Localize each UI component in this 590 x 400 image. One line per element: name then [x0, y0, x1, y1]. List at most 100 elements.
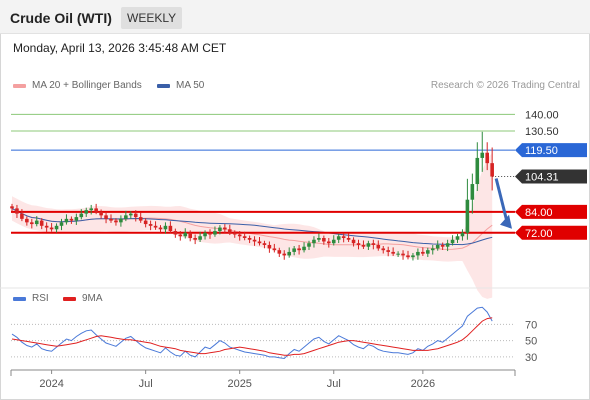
candle-body	[34, 220, 39, 225]
candle	[277, 247, 282, 257]
candle	[302, 242, 306, 253]
legend-rsi-ma-label: 9MA	[82, 293, 103, 304]
candle	[460, 229, 465, 241]
candle	[39, 218, 44, 230]
candle-body	[218, 227, 222, 232]
candle-body	[119, 218, 123, 223]
candle-body	[104, 215, 108, 219]
ma50-swatch	[157, 83, 170, 88]
key-levels: 140.00 130.50 119.50 104.31 84.00 72.00	[11, 109, 587, 240]
candle-body	[198, 236, 202, 240]
rsi-series-RSI	[11, 306, 493, 360]
candle-body	[455, 236, 460, 240]
candle	[218, 225, 222, 235]
candle-body	[10, 206, 14, 209]
candle	[30, 218, 34, 229]
candle-body	[406, 255, 410, 258]
candle-body	[84, 210, 89, 214]
instrument-title: Crude Oil (WTI)	[10, 10, 112, 26]
candle	[331, 235, 336, 246]
candle-body	[94, 208, 98, 212]
candle-body	[20, 213, 24, 219]
period-badge[interactable]: WEEKLY	[121, 7, 183, 29]
candle-body	[465, 199, 470, 233]
candle	[426, 247, 430, 257]
candle	[143, 218, 148, 228]
candle-body	[178, 234, 183, 237]
candle-body	[143, 220, 148, 225]
candle	[430, 244, 435, 255]
candle-body	[341, 236, 346, 238]
candle-body	[480, 152, 485, 158]
rsi-series-9MA	[11, 317, 493, 356]
candle	[183, 228, 188, 239]
candle-body	[336, 236, 341, 240]
candle	[198, 231, 202, 243]
candle-body	[366, 243, 371, 247]
candle	[317, 233, 321, 243]
legend-rsi: RSI	[13, 293, 49, 304]
candle-body	[277, 250, 282, 254]
candle-body	[193, 238, 197, 240]
x-tick-label: 2026	[411, 378, 435, 390]
candle	[138, 212, 143, 223]
candle	[396, 251, 400, 257]
candle	[163, 222, 168, 234]
level-label-130.50: 130.50	[525, 126, 559, 138]
candle-body	[401, 253, 405, 256]
candle-body	[173, 231, 178, 235]
candle	[20, 209, 24, 222]
candle	[435, 240, 440, 251]
candle	[327, 238, 331, 248]
projection-arrow	[494, 178, 512, 229]
candle-body	[109, 218, 113, 221]
candle-body	[416, 251, 420, 256]
candle	[208, 229, 212, 239]
candle-body	[39, 220, 44, 226]
projection-arrow-head	[500, 214, 512, 229]
candle-body	[59, 222, 64, 226]
candle-body	[445, 243, 450, 247]
candle-body	[396, 253, 400, 255]
candle	[416, 248, 420, 260]
candle	[470, 173, 475, 214]
candle	[133, 210, 138, 222]
level-label-72.00: 72.00	[525, 228, 553, 240]
candle	[292, 246, 296, 256]
candle-body	[426, 250, 430, 254]
legend-ma50: MA 50	[157, 80, 204, 91]
candle-body	[15, 208, 19, 214]
candle	[15, 204, 19, 218]
candle-body	[317, 238, 321, 240]
candle-body	[163, 225, 168, 230]
candle	[158, 225, 163, 233]
legend-rsi-label: RSI	[32, 293, 49, 304]
candle	[74, 213, 79, 225]
candle-body	[490, 163, 494, 177]
rsi-tick-30: 30	[525, 352, 537, 364]
ma50-line	[11, 207, 493, 246]
candle	[490, 147, 494, 191]
candle-body	[287, 251, 291, 256]
projection-arrow-shaft	[494, 178, 509, 223]
candle-body	[351, 239, 356, 244]
candle	[129, 211, 133, 219]
candle-body	[203, 232, 207, 237]
candle-body	[64, 218, 69, 223]
candle	[440, 242, 445, 251]
candle-body	[376, 244, 381, 249]
candle	[237, 231, 242, 241]
timestamp: Monday, April 13, 2026 3:45:48 AM CET	[13, 41, 227, 55]
rsi-panel: 70 50 30	[11, 306, 537, 364]
candle	[34, 216, 39, 227]
x-tick-label: 2024	[39, 378, 63, 390]
candle-body	[327, 241, 331, 244]
candle	[450, 235, 455, 246]
candle	[465, 178, 470, 240]
candle	[455, 233, 460, 244]
candle	[109, 214, 113, 223]
candle-body	[228, 229, 232, 233]
candle	[366, 240, 371, 251]
candle	[64, 214, 69, 225]
candle-body	[307, 243, 311, 247]
